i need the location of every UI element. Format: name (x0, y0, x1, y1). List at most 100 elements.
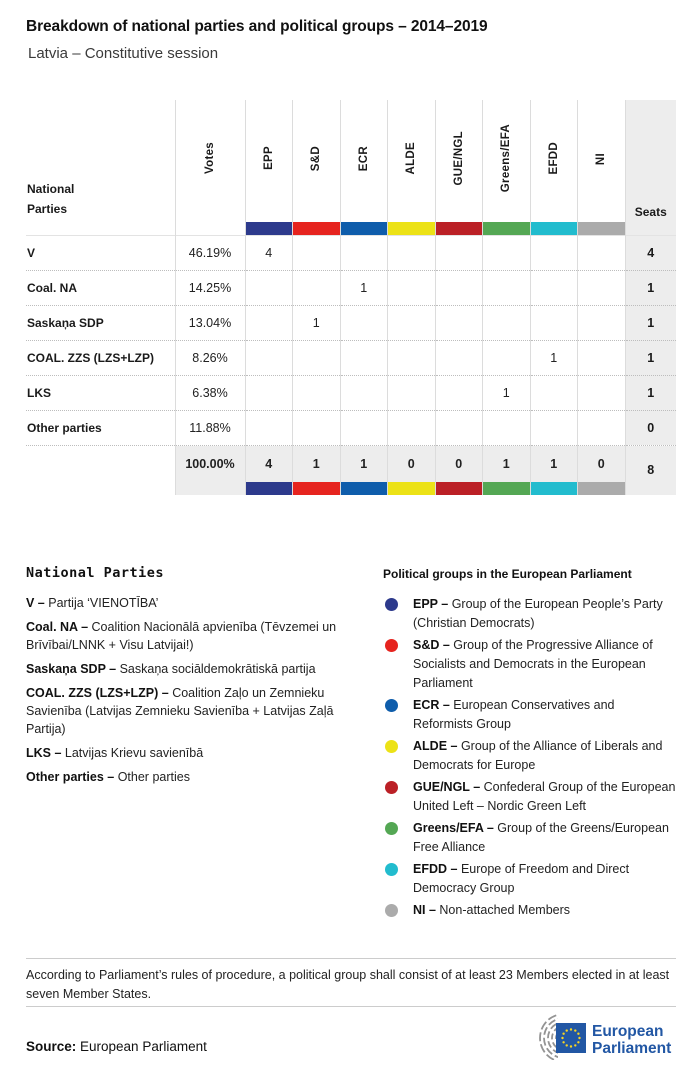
national-parties-heading: National Parties (26, 565, 165, 581)
total-seats-cell: 8 (624, 444, 676, 495)
group-cell (434, 339, 483, 375)
table-row: LKS 6.38% 1 1 (26, 374, 676, 410)
column-header-alde: ALDE (387, 100, 435, 235)
group-cell: 1 (339, 269, 388, 305)
votes-cell: 14.25% (174, 269, 245, 305)
legend-item: GUE/NGL – Confederal Group of the Europe… (383, 778, 677, 816)
party-name: Other parties (26, 409, 175, 445)
group-color-dot (385, 639, 398, 652)
european-parliament-logo: European Parliament (506, 1012, 676, 1060)
group-cell (387, 409, 435, 445)
total-votes-cell: 100.00% (174, 444, 245, 495)
legend-item: Greens/EFA – Group of the Greens/Europea… (383, 819, 677, 857)
votes-cell: 46.19% (174, 234, 245, 270)
column-header-seats: Seats (624, 100, 676, 235)
table-row: COAL. ZZS (LZS+LZP) 8.26% 1 1 (26, 339, 676, 375)
legend-item: EPP – Group of the European People’s Par… (383, 595, 677, 633)
group-cell (387, 304, 435, 340)
total-group-cell: 1 (292, 444, 340, 495)
group-color-dot (385, 699, 398, 712)
group-cell (482, 339, 530, 375)
column-header-epp: EPP (244, 100, 293, 235)
group-cell (482, 304, 530, 340)
group-cell (292, 234, 340, 270)
column-header-national-parties: National Parties (27, 181, 75, 216)
group-color-bar (435, 482, 482, 495)
group-cell (577, 269, 625, 305)
party-name: V (26, 234, 175, 270)
political-groups-legend: Political groups in the European Parliam… (383, 567, 677, 923)
group-cell (292, 374, 340, 410)
results-table-container: National Parties Votes EPP S&D ECR ALDE … (26, 100, 676, 495)
group-cell (529, 374, 578, 410)
legend-item: EFDD – Europe of Freedom and Direct Demo… (383, 860, 677, 898)
group-cell (387, 234, 435, 270)
group-color-bar (293, 221, 340, 235)
group-cell (387, 269, 435, 305)
total-blank-cell (26, 444, 175, 495)
total-group-cell: 4 (244, 444, 293, 495)
group-cell (387, 339, 435, 375)
group-color-bar (578, 221, 625, 235)
divider (26, 958, 676, 959)
group-cell (482, 409, 530, 445)
total-group-cell: 1 (339, 444, 388, 495)
group-cell (339, 409, 388, 445)
group-cell (292, 409, 340, 445)
group-cell: 1 (529, 339, 578, 375)
party-name: COAL. ZZS (LZS+LZP) (26, 339, 175, 375)
group-cell (292, 339, 340, 375)
column-header-efdd: EFDD (529, 100, 578, 235)
group-cell (577, 374, 625, 410)
group-color-bar (293, 482, 340, 495)
seats-cell: 1 (624, 374, 676, 410)
legend-item: Coal. NA – Coalition Nacionālā apvienība… (26, 620, 337, 652)
group-cell (339, 304, 388, 340)
group-cell (434, 374, 483, 410)
total-group-cell: 0 (434, 444, 483, 495)
group-cell (244, 409, 293, 445)
table-total-row: 100.00% 4 1 1 0 0 1 1 0 8 (26, 444, 676, 495)
votes-cell: 11.88% (174, 409, 245, 445)
group-color-bar (388, 482, 435, 495)
group-cell (244, 269, 293, 305)
group-cell (434, 234, 483, 270)
group-cell (577, 304, 625, 340)
party-name: Saskaņa SDP (26, 304, 175, 340)
legend-item: LKS – Latvijas Krievu savienībā (26, 746, 204, 760)
group-cell (434, 269, 483, 305)
seats-cell: 1 (624, 304, 676, 340)
group-color-bar (530, 221, 577, 235)
total-group-cell: 1 (529, 444, 578, 495)
group-cell (577, 409, 625, 445)
source-label: Source: (26, 1039, 77, 1054)
logo-text-line1: European (592, 1023, 663, 1040)
seats-cell: 0 (624, 409, 676, 445)
legend-item: ALDE – Group of the Alliance of Liberals… (383, 737, 677, 775)
group-cell (244, 304, 293, 340)
column-header-ecr: ECR (339, 100, 388, 235)
group-color-dot (385, 781, 398, 794)
total-group-cell: 0 (577, 444, 625, 495)
legend-item: Saskaņa SDP – Saskaņa sociāldemokrātiskā… (26, 662, 316, 676)
group-cell (577, 339, 625, 375)
group-cell (292, 269, 340, 305)
total-group-cell: 1 (482, 444, 530, 495)
footnote-text: According to Parliament’s rules of proce… (26, 968, 670, 1001)
votes-cell: 6.38% (174, 374, 245, 410)
column-header-sd: S&D (292, 100, 340, 235)
group-cell (339, 374, 388, 410)
total-group-cell: 0 (387, 444, 435, 495)
source-line: Source: European Parliament (26, 1039, 207, 1054)
group-cell (482, 269, 530, 305)
legend-item: V – Partija ‘VIENOTĪBA’ (26, 596, 159, 610)
ep-hemicycle-icon: European Parliament (539, 1013, 671, 1060)
table-row: V 46.19% 4 4 (26, 234, 676, 270)
seats-cell: 1 (624, 339, 676, 375)
group-color-bar (340, 221, 387, 235)
column-header-greensefa: Greens/EFA (482, 100, 530, 235)
national-parties-legend: National Parties V – Partija ‘VIENOTĪBA’… (26, 565, 366, 792)
group-color-dot (385, 822, 398, 835)
group-cell (244, 374, 293, 410)
group-color-bar (340, 482, 387, 495)
